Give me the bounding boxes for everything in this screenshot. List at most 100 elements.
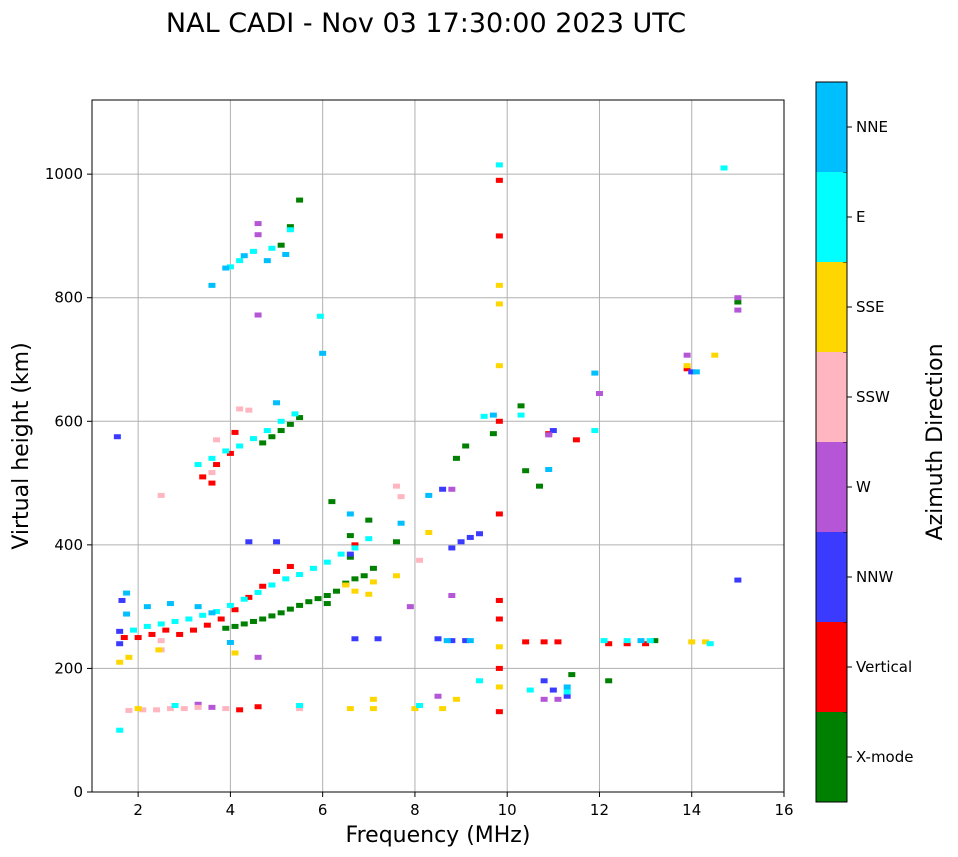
colorbar-label-x-mode: X-mode — [856, 748, 913, 766]
x-axis-label: Frequency (MHz) — [346, 823, 531, 848]
data-point — [360, 573, 368, 579]
data-point — [277, 610, 285, 616]
data-point — [346, 533, 354, 539]
data-point — [116, 641, 124, 647]
data-points — [113, 162, 742, 733]
data-point — [448, 545, 456, 551]
data-point — [522, 639, 530, 645]
y-tick-label: 1000 — [45, 165, 83, 183]
colorbar-segment — [816, 82, 847, 172]
data-point — [526, 687, 534, 693]
data-point — [342, 582, 350, 588]
data-point — [259, 616, 267, 622]
data-point — [563, 684, 571, 690]
data-point — [346, 554, 354, 560]
data-point — [139, 707, 147, 713]
data-point — [120, 635, 128, 641]
data-point — [316, 313, 324, 319]
data-point — [213, 437, 221, 443]
data-point — [259, 440, 267, 446]
data-point — [374, 636, 382, 642]
colorbar-segment — [816, 172, 847, 262]
data-point — [208, 704, 216, 710]
data-point — [365, 591, 373, 597]
data-point — [540, 639, 548, 645]
data-point — [116, 628, 124, 634]
data-point — [296, 602, 304, 608]
data-point — [646, 638, 654, 644]
data-point — [291, 411, 299, 417]
data-point — [208, 282, 216, 288]
data-point — [268, 434, 276, 440]
data-point — [495, 363, 503, 369]
data-point — [495, 644, 503, 650]
data-point — [199, 612, 207, 618]
data-point — [189, 627, 197, 633]
data-point — [642, 641, 650, 647]
colorbar: X-mode Vertical NNW W SSW SSE E NNE — [815, 81, 913, 803]
data-point — [118, 597, 126, 603]
colorbar-segment — [816, 262, 847, 352]
data-point — [406, 604, 414, 610]
data-point — [365, 517, 373, 523]
data-point — [452, 696, 460, 702]
data-point — [226, 639, 234, 645]
y-tick-label: 800 — [54, 289, 83, 307]
data-point — [199, 474, 207, 480]
data-point — [323, 559, 331, 565]
data-point — [249, 436, 257, 442]
data-point — [605, 678, 613, 684]
data-point — [683, 352, 691, 358]
data-point — [495, 616, 503, 622]
data-point — [563, 693, 571, 699]
data-point — [605, 641, 613, 647]
data-point — [226, 450, 234, 456]
data-point — [397, 494, 405, 500]
data-point — [203, 622, 211, 628]
data-point — [572, 437, 580, 443]
series-e — [116, 162, 728, 733]
data-point — [540, 678, 548, 684]
data-point — [282, 576, 290, 582]
data-point — [333, 588, 341, 594]
data-point — [208, 610, 216, 616]
data-point — [495, 177, 503, 183]
series-sse — [116, 282, 719, 712]
colorbar-label-sse: SSE — [856, 298, 885, 316]
data-point — [351, 545, 359, 551]
y-tick-label: 200 — [54, 659, 83, 677]
data-point — [171, 618, 179, 624]
data-point — [369, 696, 377, 702]
data-point — [623, 641, 631, 647]
data-point — [286, 421, 294, 427]
data-point — [369, 579, 377, 585]
data-point — [254, 221, 262, 227]
data-point — [231, 650, 239, 656]
data-point — [194, 704, 202, 710]
colorbar-label-ssw: SSW — [856, 388, 890, 406]
data-point — [688, 639, 696, 645]
data-point — [416, 703, 424, 708]
data-point — [286, 563, 294, 569]
data-point — [434, 693, 442, 699]
chart-title: NAL CADI - Nov 03 17:30:00 2023 UTC — [166, 8, 686, 39]
colorbar-segment — [816, 712, 847, 802]
data-point — [448, 638, 456, 644]
data-point — [392, 573, 400, 579]
data-point — [208, 480, 216, 486]
data-point — [554, 639, 562, 645]
data-point — [113, 434, 121, 440]
data-point — [153, 707, 161, 713]
data-point — [495, 709, 503, 715]
data-point — [351, 588, 359, 594]
data-point — [157, 638, 165, 644]
y-tick-label: 0 — [73, 783, 83, 801]
data-point — [130, 627, 138, 633]
x-tick-label: 2 — [133, 801, 143, 819]
x-axis-ticks: 2 4 6 8 10 12 14 16 — [133, 792, 794, 819]
data-point — [466, 638, 474, 644]
data-point — [116, 727, 124, 733]
data-point — [346, 511, 354, 517]
data-point — [286, 224, 294, 230]
data-point — [273, 568, 281, 574]
